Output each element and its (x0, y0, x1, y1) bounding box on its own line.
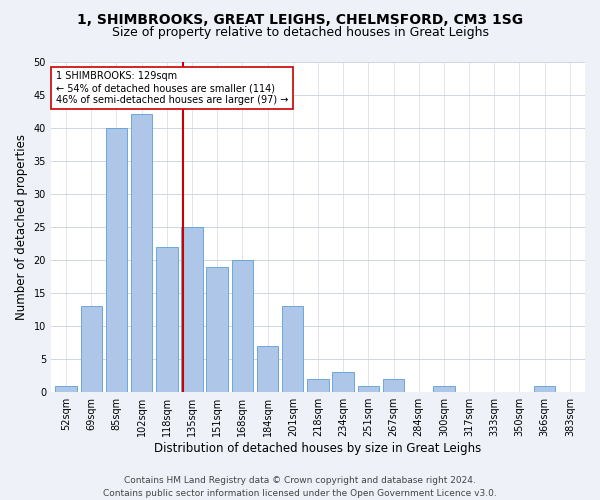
Bar (433, 386, 455, 392)
Bar (156, 246, 178, 392)
Bar (232, 260, 253, 392)
Bar (383, 379, 404, 392)
Bar (181, 227, 203, 392)
Text: Size of property relative to detached houses in Great Leighs: Size of property relative to detached ho… (112, 26, 488, 39)
Bar (257, 346, 278, 392)
Bar (106, 128, 127, 392)
Text: 1, SHIMBROOKS, GREAT LEIGHS, CHELMSFORD, CM3 1SG: 1, SHIMBROOKS, GREAT LEIGHS, CHELMSFORD,… (77, 12, 523, 26)
Bar (55, 386, 77, 392)
X-axis label: Distribution of detached houses by size in Great Leighs: Distribution of detached houses by size … (154, 442, 482, 455)
Bar (307, 379, 329, 392)
Text: 1 SHIMBROOKS: 129sqm
← 54% of detached houses are smaller (114)
46% of semi-deta: 1 SHIMBROOKS: 129sqm ← 54% of detached h… (56, 72, 289, 104)
Text: Contains HM Land Registry data © Crown copyright and database right 2024.
Contai: Contains HM Land Registry data © Crown c… (103, 476, 497, 498)
Bar (80, 306, 102, 392)
Y-axis label: Number of detached properties: Number of detached properties (15, 134, 28, 320)
Bar (358, 386, 379, 392)
Bar (131, 114, 152, 392)
Bar (282, 306, 304, 392)
Bar (206, 266, 228, 392)
Bar (534, 386, 556, 392)
Bar (332, 372, 354, 392)
